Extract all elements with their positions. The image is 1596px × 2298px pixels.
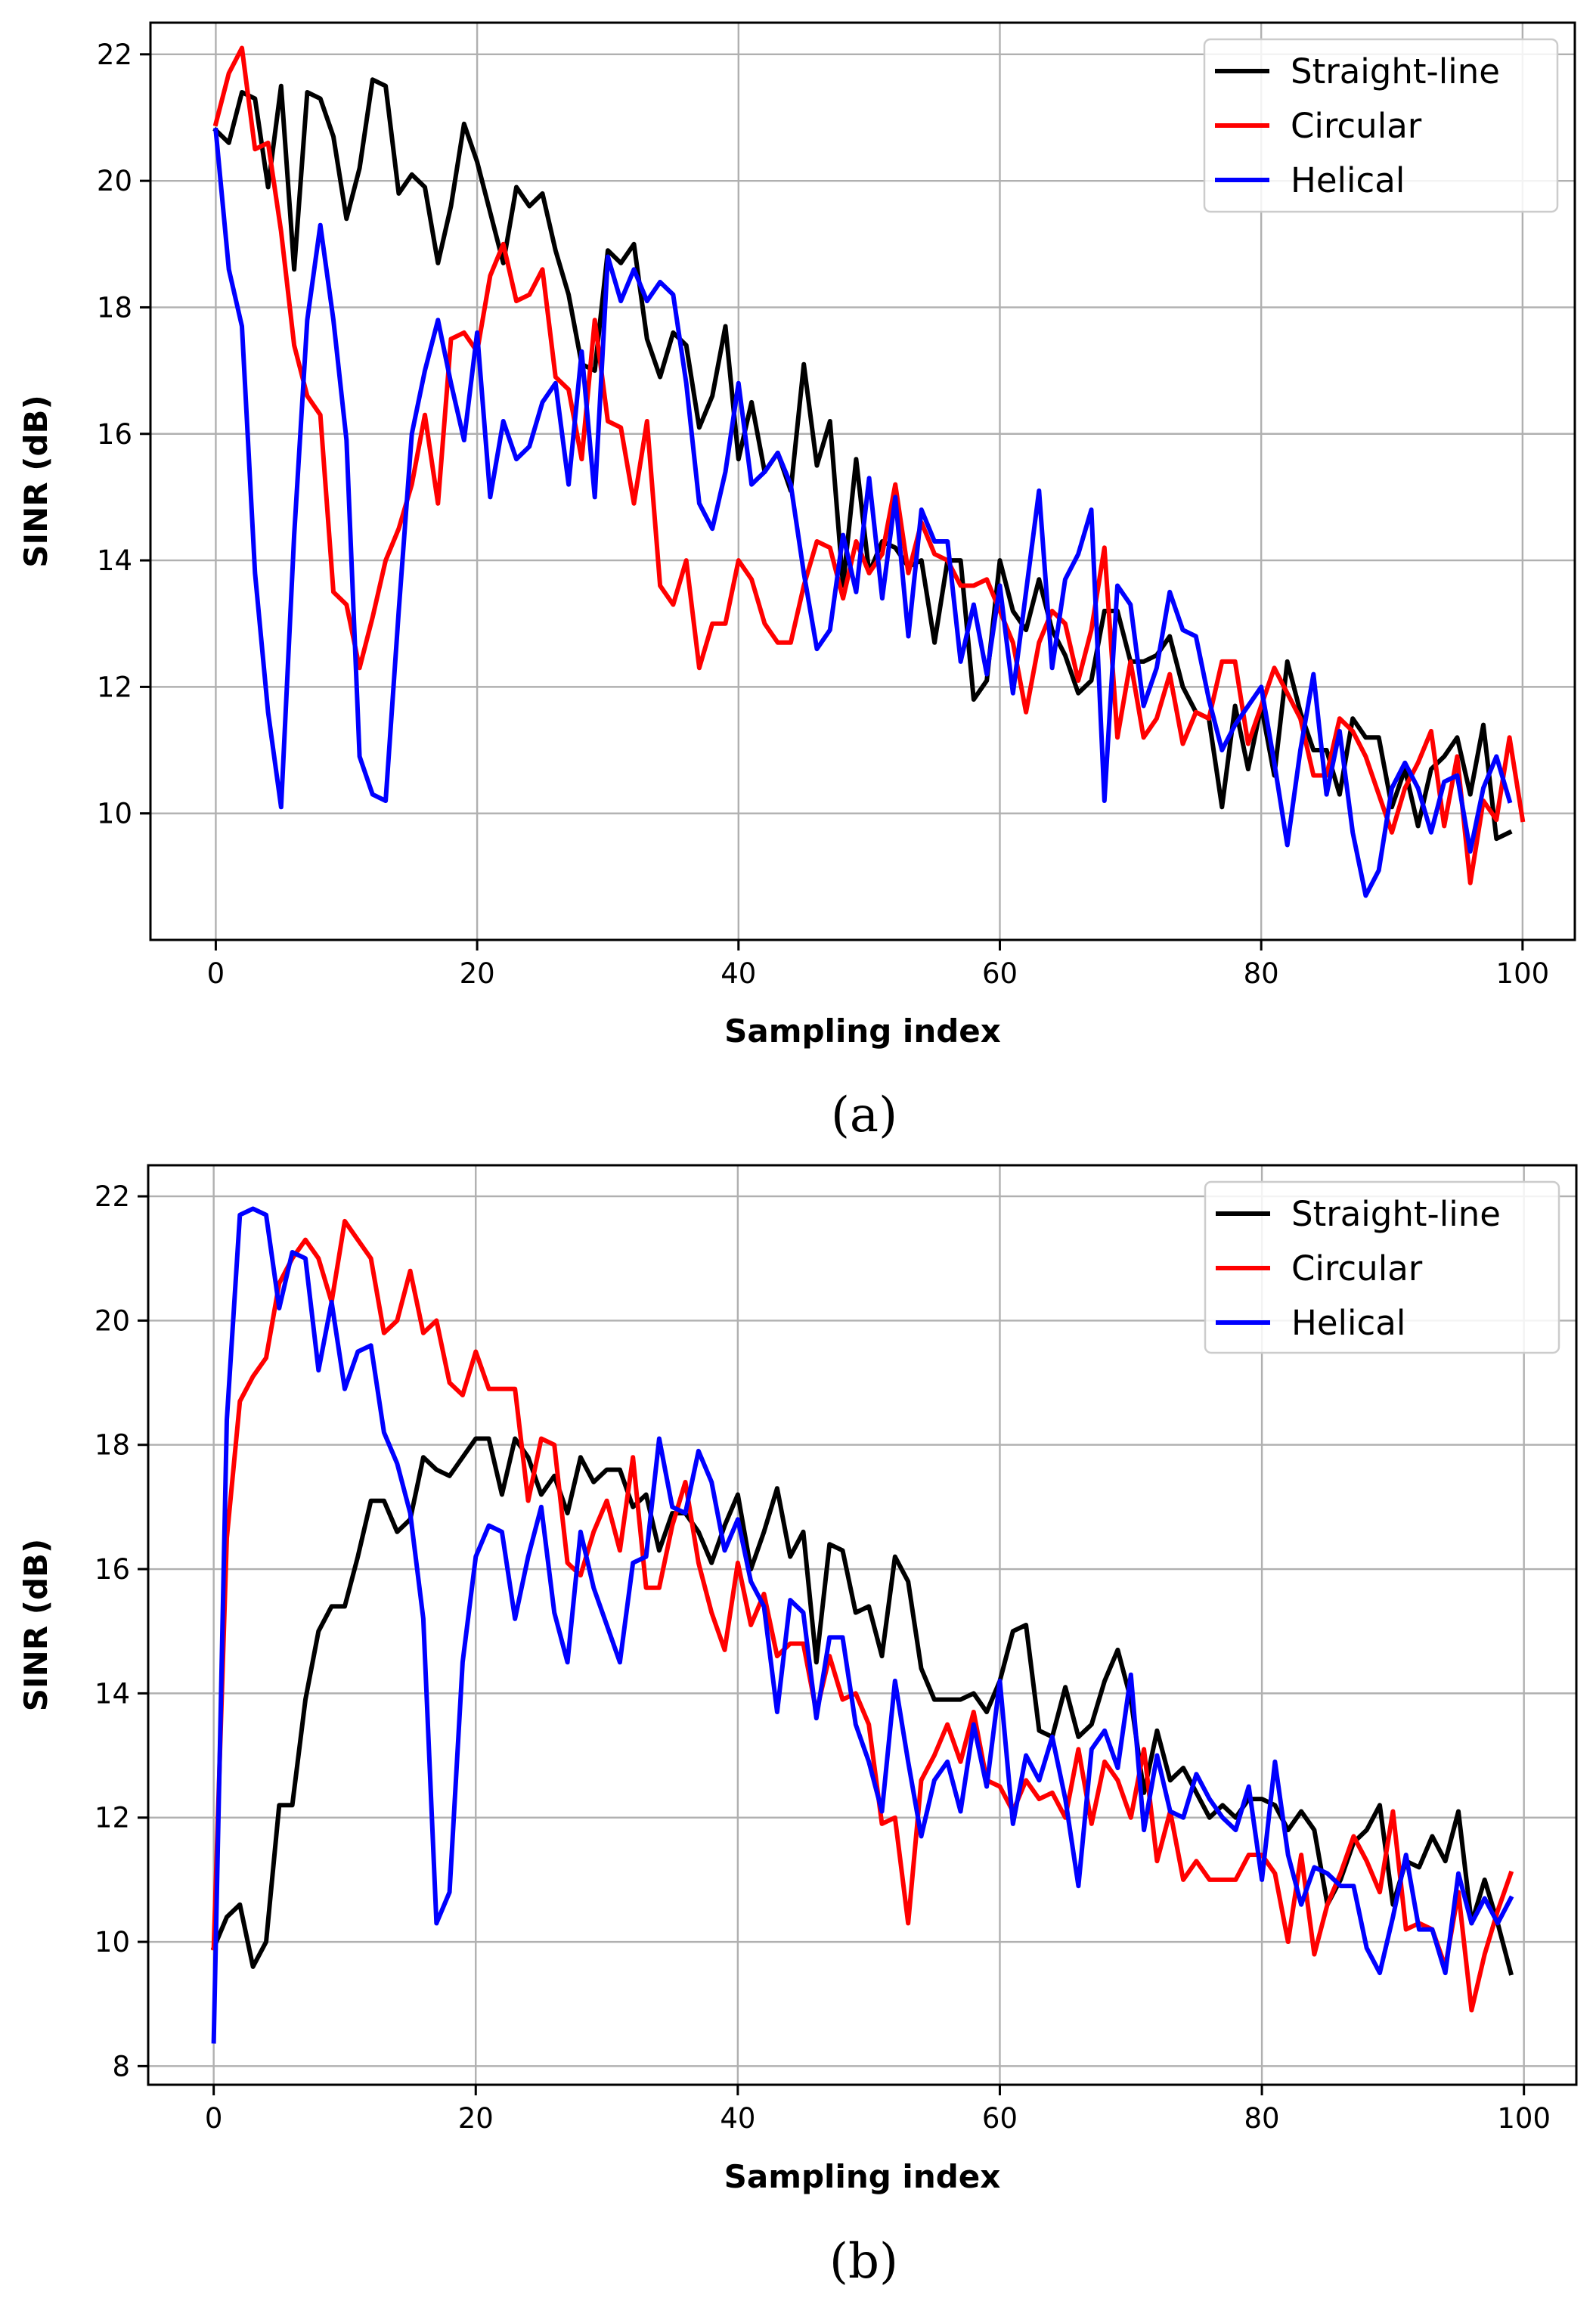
chart-b-legend: Straight-line Circular Helical: [1204, 1180, 1560, 1354]
chart-b-y-tick-label: 18: [95, 1429, 130, 1462]
chart-a-x-tick-label: 80: [1244, 957, 1279, 990]
chart-b-y-tick-label: 8: [112, 2050, 130, 2082]
chart-a-x-tick-label: 100: [1496, 957, 1550, 990]
chart-a-axes-frame: [149, 21, 1576, 941]
chart-b-series-helical-line: [211, 1206, 1514, 2044]
chart-a-legend-label-helical: Helical: [1291, 160, 1405, 200]
chart-b-x-tick-label: 60: [982, 2102, 1018, 2135]
chart-b-x-tick-label: 100: [1497, 2102, 1551, 2135]
chart-b-x-tick-label: 80: [1244, 2102, 1280, 2135]
chart-a: 0 20 40 60 80 100 10 12 14 16 18 20 22 Sampling index…: [17, 21, 1576, 1143]
chart-a-y-tick-label: 22: [97, 39, 132, 71]
chart-b-x-tick-label: 0: [205, 2102, 223, 2135]
chart-a-x-axis-label: Sampling index: [724, 1013, 1001, 1050]
chart-b-series-straight-line-line: [210, 1436, 1514, 1976]
chart-b-legend-label-straight-line: Straight-line: [1291, 1194, 1501, 1234]
chart-a-x-tick-label: 40: [721, 957, 756, 990]
chart-a-y-tick-label: 10: [97, 798, 132, 830]
chart-a-y-tick-label: 20: [97, 165, 132, 197]
chart-b-y-tick-label: 10: [95, 1926, 130, 1958]
chart-a-series-helical-line: [213, 127, 1513, 898]
chart-a-legend-label-straight-line: Straight-line: [1291, 51, 1500, 91]
chart-a-y-tick-label: 12: [97, 671, 132, 703]
chart-b-caption: (b): [829, 2234, 898, 2290]
chart-b: 0 20 40 60 80 100 8 10 12 14 16 18 20 22 Sampling inde…: [17, 1164, 1578, 2290]
chart-b-legend-box: [1204, 1180, 1560, 1354]
chart-b-y-tick-label: 16: [95, 1553, 130, 1586]
chart-b-legend-label-helical: Helical: [1291, 1303, 1405, 1343]
chart-a-x-tick-label: 60: [982, 957, 1018, 990]
chart-b-series-circular-line: [211, 1218, 1514, 2013]
chart-b-y-axis-label: SINR (dB): [17, 1539, 54, 1711]
chart-b-x-tick-label: 20: [458, 2102, 494, 2135]
chart-b-y-tick-label: 20: [95, 1304, 130, 1337]
chart-b-x-tick-label: 40: [720, 2102, 755, 2135]
chart-a-y-tick-label: 16: [97, 418, 132, 451]
chart-a-x-tick-label: 20: [460, 957, 495, 990]
chart-a-legend-box: [1203, 38, 1559, 213]
chart-b-x-axis-label: Sampling index: [724, 2158, 1001, 2195]
chart-b-y-tick-label: 14: [95, 1677, 130, 1710]
chart-a-caption: (a): [831, 1087, 897, 1143]
chart-b-y-tick-label: 12: [95, 1802, 130, 1834]
chart-a-y-tick-label: 14: [97, 544, 132, 577]
chart-a-y-axis-label: SINR (dB): [17, 395, 54, 567]
chart-b-axes-frame: [147, 1164, 1578, 2086]
chart-b-legend-label-circular: Circular: [1291, 1248, 1423, 1289]
chart-a-y-tick-label: 18: [97, 291, 132, 324]
chart-a-x-tick-label: 0: [207, 957, 225, 990]
chart-a-legend: Straight-line Circular Helical: [1203, 38, 1559, 213]
chart-a-legend-label-circular: Circular: [1291, 106, 1422, 146]
chart-b-y-tick-label: 22: [95, 1180, 130, 1213]
